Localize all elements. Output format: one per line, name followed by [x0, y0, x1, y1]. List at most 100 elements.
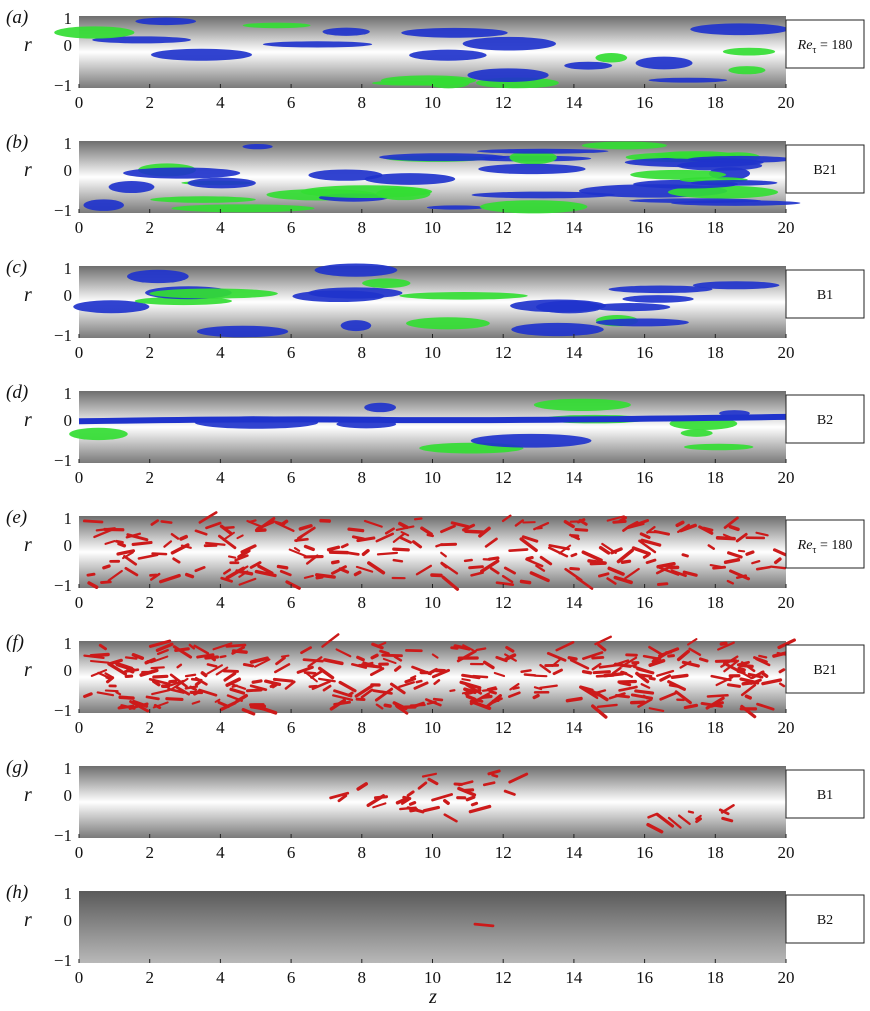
x-tick-label: 6	[287, 968, 296, 987]
vortex-structure	[186, 675, 195, 676]
high-speed-streak	[534, 399, 631, 411]
low-speed-streak	[123, 168, 240, 179]
vortex-structure	[411, 803, 415, 805]
low-speed-streak	[263, 41, 372, 47]
vortex-structure	[411, 810, 417, 811]
vortex-structure	[730, 527, 738, 530]
y-tick-label: 0	[64, 786, 73, 805]
vortex-structure	[428, 535, 433, 536]
vortex-structure	[513, 688, 518, 689]
high-speed-streak	[376, 187, 430, 200]
low-speed-streak	[636, 57, 693, 70]
vortex-structure	[133, 542, 151, 544]
y-axis-label: r	[24, 34, 32, 56]
low-speed-streak	[401, 28, 508, 38]
vortex-structure	[147, 697, 158, 699]
x-tick-label: 12	[495, 593, 512, 612]
low-speed-streak	[127, 270, 189, 283]
x-tick-label: 4	[216, 468, 225, 487]
high-speed-streak	[681, 429, 713, 436]
x-tick-label: 20	[778, 93, 795, 112]
y-tick-label: 1	[64, 259, 73, 278]
low-speed-streak	[649, 78, 728, 83]
y-tick-label: 1	[64, 509, 73, 528]
high-speed-streak	[582, 142, 667, 150]
x-tick-label: 4	[216, 218, 225, 237]
vortex-structure	[472, 803, 476, 804]
x-tick-label: 10	[424, 718, 441, 737]
vortex-structure	[206, 657, 217, 658]
panel-d: (d)r10−10 2 4 6 8 10 12 14 16 18 20B2	[6, 382, 864, 487]
vortex-structure	[167, 699, 182, 700]
x-tick-label: 18	[707, 468, 724, 487]
x-tick-label: 16	[636, 843, 653, 862]
panel-label: (c)	[6, 257, 27, 278]
low-speed-streak	[427, 205, 485, 209]
vortex-structure	[467, 797, 474, 799]
x-tick-label: 2	[145, 718, 154, 737]
vortex-structure	[522, 670, 531, 671]
pipe-surface	[79, 516, 786, 588]
vortex-structure	[329, 547, 339, 549]
vortex-structure	[278, 567, 286, 568]
high-speed-streak	[150, 196, 256, 203]
y-tick-label: −1	[54, 951, 72, 970]
vortex-structure	[91, 655, 108, 656]
panel-e: (e)r10−10 2 4 6 8 10 12 14 16 18 20Reτ = 180	[6, 507, 864, 612]
x-tick-label: 4	[216, 718, 225, 737]
low-speed-streak	[690, 23, 788, 35]
vortex-structure	[445, 801, 448, 804]
low-speed-streak	[564, 62, 612, 70]
x-tick-label: 0	[75, 343, 84, 362]
x-tick-label: 10	[424, 218, 441, 237]
vortex-structure	[589, 561, 605, 563]
vortex-structure	[477, 648, 485, 649]
vortex-structure	[106, 691, 118, 692]
low-speed-streak	[510, 299, 606, 312]
x-tick-label: 2	[145, 593, 154, 612]
y-axis-label: r	[24, 534, 32, 556]
vortex-structure	[119, 706, 124, 707]
x-tick-label: 6	[287, 593, 296, 612]
x-tick-label: 8	[358, 343, 367, 362]
vortex-structure	[780, 670, 784, 672]
low-speed-streak	[365, 173, 455, 185]
x-tick-label: 0	[75, 93, 84, 112]
vortex-structure	[510, 550, 527, 551]
x-tick-label: 0	[75, 718, 84, 737]
x-tick-label: 18	[707, 593, 724, 612]
x-tick-label: 14	[565, 593, 583, 612]
vortex-structure	[584, 672, 591, 673]
x-tick-label: 0	[75, 218, 84, 237]
vortex-structure	[726, 560, 739, 562]
x-tick-label: 12	[495, 968, 512, 987]
x-tick-label: 12	[495, 343, 512, 362]
pipe-surface	[79, 891, 786, 963]
y-axis-label: r	[24, 409, 32, 431]
x-tick-label: 6	[287, 843, 296, 862]
vortex-structure	[622, 561, 629, 562]
x-tick-label: 20	[778, 843, 795, 862]
vortex-structure	[247, 690, 261, 691]
vortex-structure	[233, 686, 237, 687]
vortex-structure	[229, 556, 235, 557]
low-speed-streak	[341, 320, 372, 331]
low-speed-streak	[364, 403, 396, 412]
vortex-structure	[571, 569, 579, 570]
case-label: B21	[813, 163, 836, 178]
vortex-structure	[224, 527, 233, 528]
x-tick-label: 12	[495, 843, 512, 862]
low-speed-streak	[609, 286, 713, 294]
vortex-structure	[221, 656, 226, 657]
vortex-structure	[738, 671, 744, 672]
vortex-structure	[462, 679, 469, 680]
vortex-structure	[746, 696, 750, 698]
low-speed-streak	[292, 290, 384, 302]
x-tick-label: 16	[636, 718, 653, 737]
vortex-structure	[359, 665, 365, 666]
panel-label: (a)	[6, 7, 28, 28]
vortex-structure	[176, 649, 189, 651]
x-tick-label: 12	[495, 468, 512, 487]
x-tick-label: 14	[565, 843, 583, 862]
